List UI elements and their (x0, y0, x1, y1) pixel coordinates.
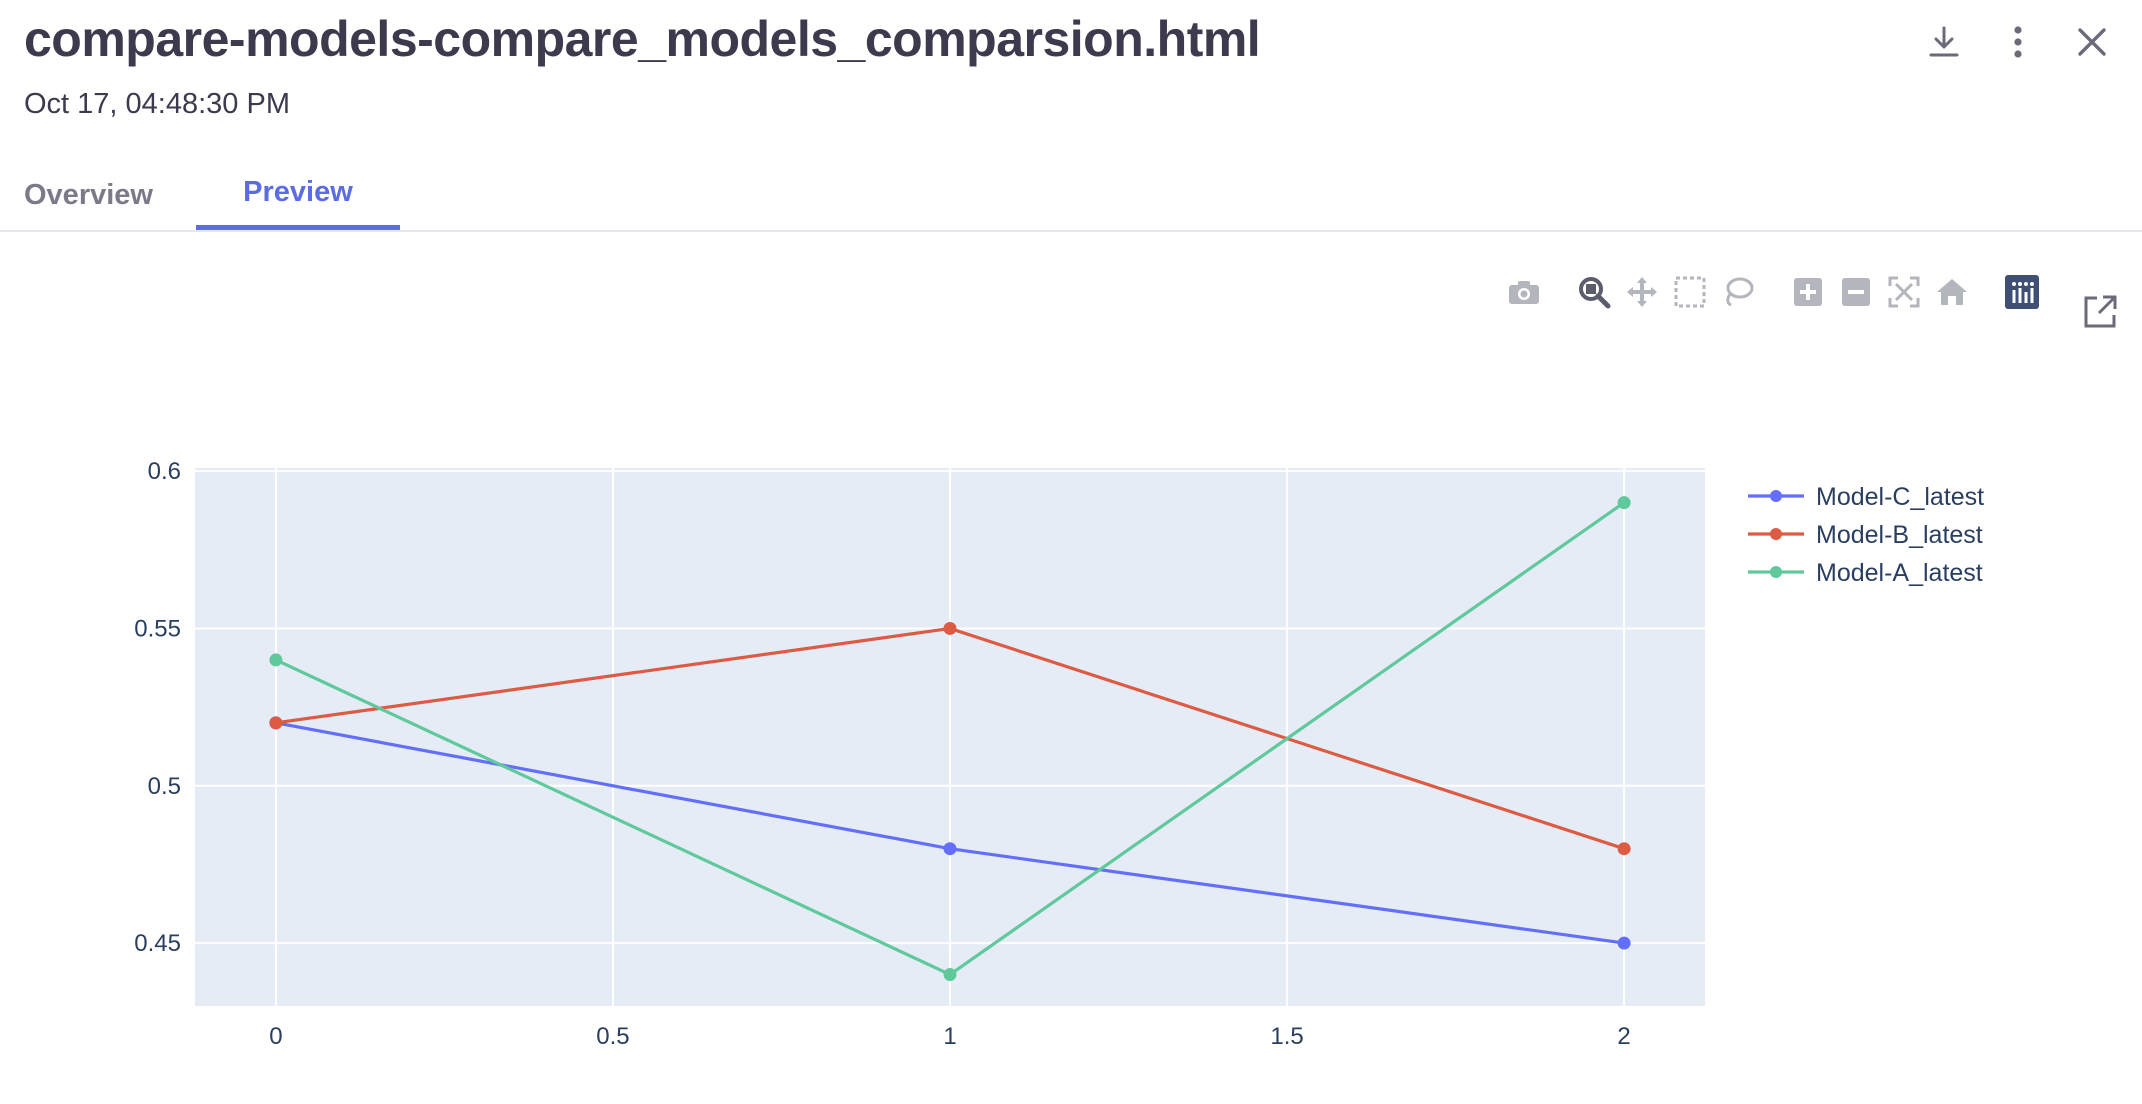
x-tick-label: 2 (1617, 1023, 1630, 1050)
data-point[interactable] (943, 842, 957, 856)
header-actions (1918, 16, 2118, 68)
tab-bar: Overview Preview (0, 160, 400, 232)
chart-modebar (1500, 272, 2046, 312)
legend-marker (1770, 566, 1782, 578)
data-point[interactable] (1617, 842, 1631, 856)
lasso-select-icon[interactable] (1714, 272, 1762, 312)
data-point[interactable] (1617, 496, 1631, 510)
open-external-icon[interactable] (2076, 288, 2124, 336)
y-tick-label: 0.6 (148, 458, 181, 485)
reset-axes-icon[interactable] (1928, 272, 1976, 312)
data-point[interactable] (943, 621, 957, 635)
legend-marker (1770, 490, 1782, 502)
y-tick-label: 0.5 (148, 773, 181, 800)
legend-item[interactable]: Model-B_latest (1748, 521, 1983, 549)
data-point[interactable] (269, 716, 283, 730)
data-point[interactable] (269, 653, 283, 667)
legend-label: Model-A_latest (1816, 559, 1983, 587)
box-select-icon[interactable] (1666, 272, 1714, 312)
x-tick-label: 1.5 (1270, 1023, 1303, 1050)
close-icon[interactable] (2066, 16, 2118, 68)
y-tick-label: 0.45 (134, 930, 181, 957)
x-tick-label: 0.5 (596, 1023, 629, 1050)
legend-label: Model-C_latest (1816, 483, 1984, 511)
more-vertical-icon[interactable] (1992, 16, 2044, 68)
plotly-logo-icon[interactable] (1998, 272, 2046, 312)
timestamp: Oct 17, 04:48:30 PM (24, 88, 290, 120)
series-Model-B_latest[interactable] (269, 621, 1631, 856)
data-point[interactable] (943, 968, 957, 982)
zoom-out-icon[interactable] (1832, 272, 1880, 312)
pan-icon[interactable] (1618, 272, 1666, 312)
legend-item[interactable]: Model-C_latest (1748, 483, 1984, 511)
zoom-in-icon[interactable] (1784, 272, 1832, 312)
x-tick-label: 1 (943, 1023, 956, 1050)
legend-item[interactable]: Model-A_latest (1748, 559, 1983, 587)
zoom-icon[interactable] (1570, 272, 1618, 312)
x-tick-label: 0 (269, 1023, 282, 1050)
camera-icon[interactable] (1500, 272, 1548, 312)
series-layer (269, 496, 1631, 982)
artifact-header: compare-models-compare_models_comparsion… (0, 0, 2142, 232)
download-icon[interactable] (1918, 16, 1970, 68)
legend[interactable]: Model-C_latest Model-B_latest Model-A_late… (1748, 483, 1984, 587)
autoscale-icon[interactable] (1880, 272, 1928, 312)
data-point[interactable] (1617, 936, 1631, 950)
legend-label: Model-B_latest (1816, 521, 1983, 549)
y-tick-label: 0.55 (134, 615, 181, 642)
legend-marker (1770, 528, 1782, 540)
page-title: compare-models-compare_models_comparsion… (24, 11, 1261, 67)
tab-overview[interactable]: Overview (24, 178, 153, 211)
line-chart: 0 0.5 1 1.5 20.450.50.550.6 Model-C_latestMo… (134, 458, 1984, 1050)
series-Model-A_latest[interactable] (269, 496, 1631, 982)
tab-preview[interactable]: Preview (196, 160, 400, 230)
tick-labels: 0 0.5 1 1.5 2 0.45 0.5 0.55 0.6 (134, 458, 1631, 1050)
